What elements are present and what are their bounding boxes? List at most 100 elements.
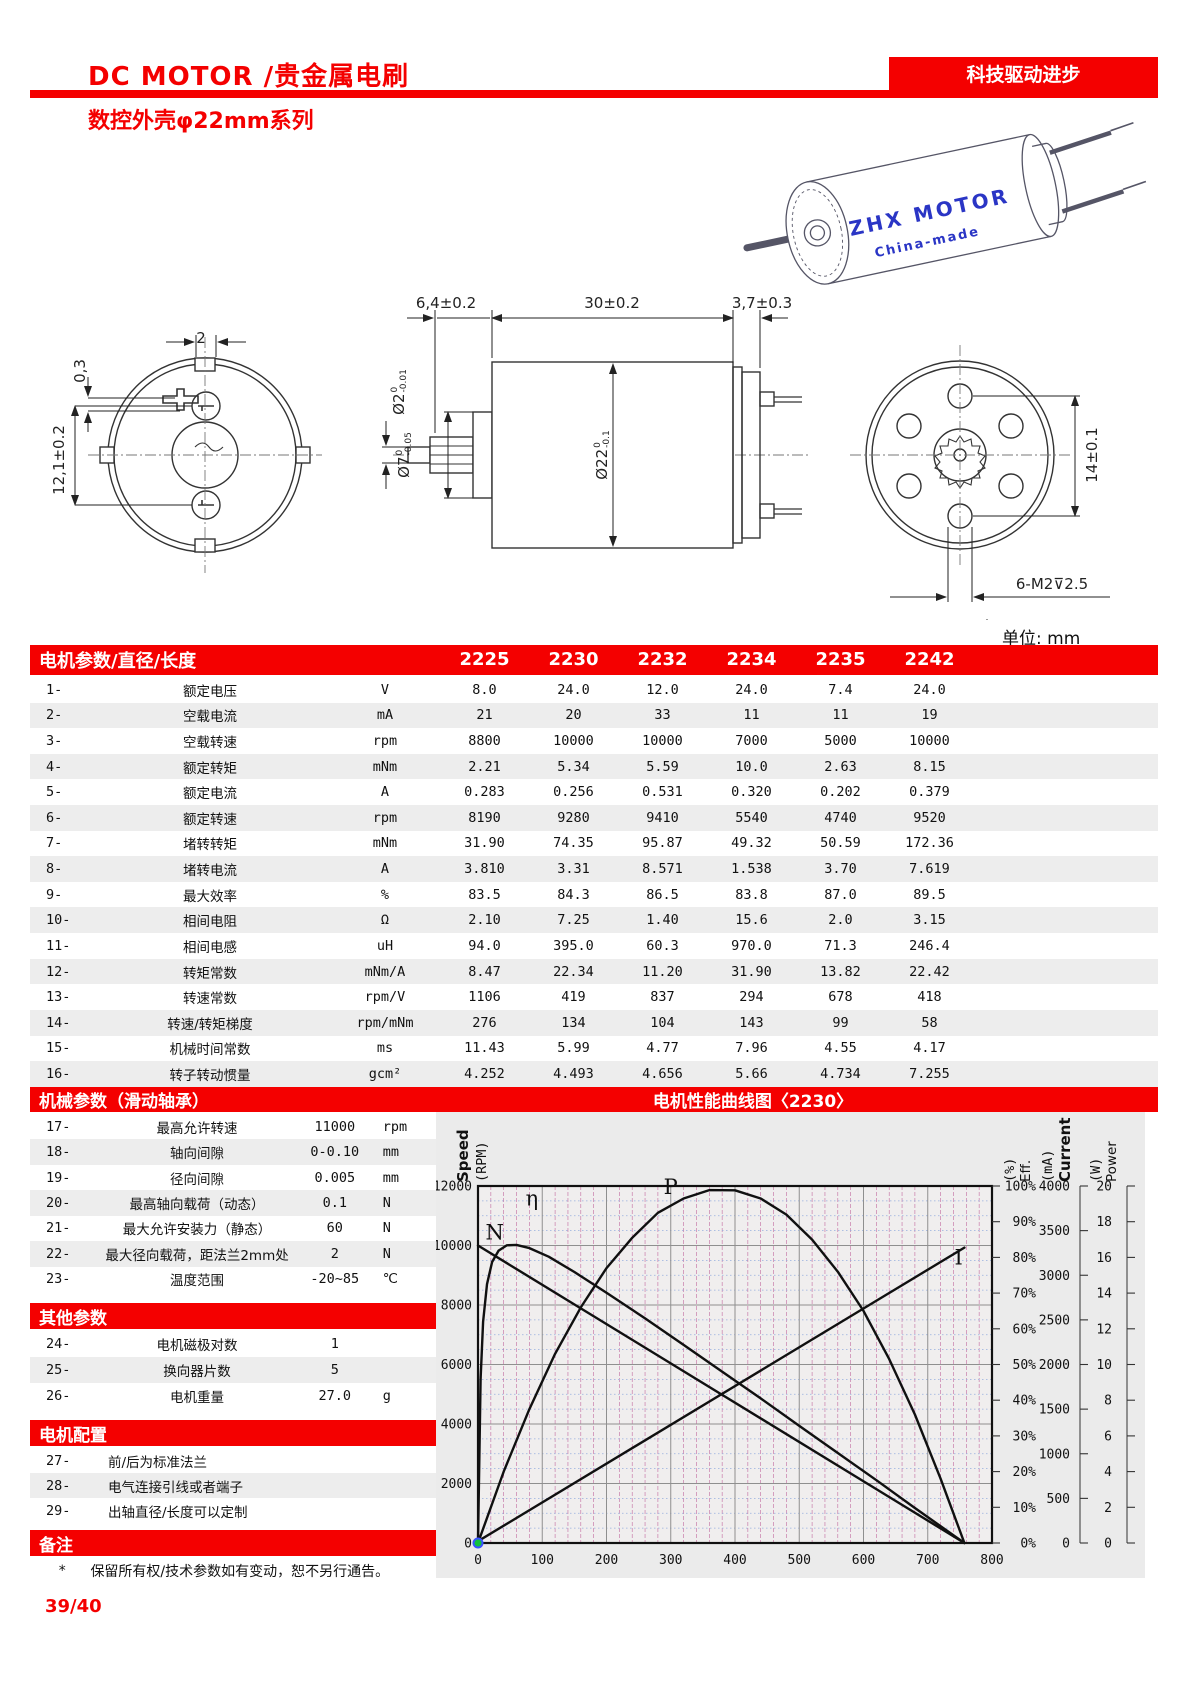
row-number: 24- — [46, 1336, 71, 1352]
param-value: 8.0 — [472, 681, 497, 698]
param-name: 前/后为标准法兰 — [108, 1454, 208, 1471]
param-value: 11000 — [314, 1118, 356, 1135]
param-unit: mNm/A — [364, 963, 406, 980]
row-number: 15- — [46, 1040, 71, 1057]
axis-name-current: Current — [1056, 1117, 1074, 1182]
param-value: 8800 — [468, 733, 501, 750]
param-value: 24.0 — [735, 681, 768, 698]
param-unit: rpm — [372, 809, 398, 826]
param-value: 11 — [832, 707, 849, 724]
column-header: 2234 — [726, 649, 777, 670]
chart-title: 电机性能曲线图〈2230〉 — [652, 1092, 854, 1112]
x-tick-label: 100 — [531, 1553, 554, 1568]
param-name: 空载电流 — [183, 709, 237, 726]
param-value: 0.202 — [820, 784, 861, 801]
param-value: 4.493 — [553, 1065, 594, 1082]
param-name: 相间电阻 — [183, 914, 237, 931]
speed-tick-label: 12000 — [436, 1180, 472, 1195]
param-value: 2.10 — [468, 912, 501, 929]
param-value: 21 — [476, 707, 493, 724]
param-unit: mA — [376, 707, 394, 724]
param-value: 4.17 — [913, 1040, 946, 1057]
table-row: 2- 空载电流 mA 21 20 33 11 11 19 — [30, 702, 1158, 729]
param-unit: A — [380, 861, 390, 878]
param-value: 71.3 — [824, 937, 857, 954]
param-value: 50.59 — [820, 835, 861, 852]
dim-rear-length: 3,7±0.3 — [731, 294, 793, 312]
param-unit: mNm — [372, 835, 398, 852]
param-value: 4.252 — [464, 1065, 505, 1082]
param-name: 径向间隙 — [170, 1171, 225, 1188]
param-value: 1.40 — [646, 912, 679, 929]
param-name: 额定转矩 — [183, 760, 237, 777]
curve-label: N — [486, 1221, 504, 1245]
units-note: 单位: mm — [1002, 629, 1081, 649]
dim-boss-diameter: Ø7 0 -0.05 — [394, 432, 413, 478]
table-row: 18- 轴向间隙 0-0.10 mm — [30, 1139, 436, 1165]
param-name: 最大径向载荷，距法兰2mm处 — [105, 1247, 289, 1264]
section-band-config: 电机配置 — [30, 1420, 436, 1446]
axis-unit-eff: (%) — [1002, 1158, 1018, 1182]
param-value: 0.320 — [731, 784, 772, 801]
dim-body-diameter: Ø22 0 -0.1 — [592, 430, 611, 479]
row-number: 19- — [46, 1169, 71, 1186]
row-number: 23- — [46, 1271, 71, 1288]
table-row: 19- 径向间隙 0.005 mm — [30, 1165, 436, 1190]
curve-label: P — [664, 1175, 678, 1199]
row-number: 11- — [46, 937, 71, 954]
row-number: 20- — [46, 1194, 71, 1211]
header-rule — [30, 90, 1158, 98]
param-value: 4.77 — [646, 1040, 679, 1057]
param-name: 额定电压 — [183, 683, 237, 700]
param-value: 87.0 — [824, 886, 857, 903]
param-value: 5.99 — [557, 1040, 590, 1057]
dia-value: Ø2 — [389, 393, 408, 415]
param-unit: rpm — [382, 1118, 408, 1135]
row-number: 14- — [46, 1014, 71, 1031]
param-value: 2.63 — [824, 758, 857, 775]
dim-hole-pitch: 14±0.1 — [1083, 427, 1101, 483]
eff-tick-label: 50% — [1013, 1358, 1037, 1373]
axis-unit-speed: (RPM) — [474, 1141, 490, 1182]
dim-front-terminal-pitch: 12,1±0.2 — [50, 425, 68, 495]
row-number: 2- — [46, 707, 63, 724]
table-row: 16- 转子转动惯量 gcm² 4.252 4.493 4.656 5.66 4.734 7.2… — [30, 1061, 1158, 1087]
table-row: 25- 换向器片数 5 — [30, 1357, 436, 1383]
param-value: 7.96 — [735, 1040, 768, 1057]
param-value: 276 — [472, 1014, 497, 1031]
param-value: 5540 — [735, 809, 768, 826]
param-value: 0.379 — [909, 784, 950, 801]
row-number: 22- — [46, 1245, 71, 1262]
param-value: 84.3 — [557, 886, 590, 903]
param-unit: N — [382, 1194, 391, 1211]
param-unit: ℃ — [382, 1271, 398, 1288]
page-number: 39/40 — [45, 1596, 102, 1617]
param-value: 5.59 — [646, 758, 679, 775]
row-number: 17- — [46, 1118, 71, 1135]
param-value: 10000 — [553, 733, 594, 750]
param-name: 转速/转矩梯度 — [167, 1016, 253, 1033]
other-table: 24- 电机磁极对数 1 25- 换向器片数 5 26- 电机重量 27.0 g — [30, 1331, 436, 1409]
eff-tick-label: 70% — [1013, 1287, 1037, 1302]
param-unit: mNm — [372, 758, 398, 775]
x-tick-label: 300 — [659, 1553, 682, 1568]
param-name: 堵转电流 — [183, 863, 237, 880]
param-value: 89.5 — [913, 886, 946, 903]
table-row: 3- 空载转速 rpm 8800 10000 10000 7000 5000 10000 — [30, 728, 1158, 754]
table-row: 21- 最大允许安装力（静态） 60 N — [30, 1216, 436, 1241]
param-value: 9520 — [913, 809, 946, 826]
param-value: 0.256 — [553, 784, 594, 801]
param-value: 678 — [828, 989, 853, 1006]
curve-η — [476, 1243, 966, 1545]
x-tick-label: 500 — [788, 1553, 811, 1568]
param-value: 11.43 — [464, 1040, 505, 1057]
table-row: 23- 温度范围 -20~85 ℃ — [30, 1267, 436, 1292]
param-value: 9410 — [646, 809, 679, 826]
param-value: 143 — [739, 1014, 764, 1031]
row-number: 26- — [46, 1388, 71, 1404]
x-tick-label: 200 — [595, 1553, 618, 1568]
param-value: 60.3 — [646, 937, 679, 954]
